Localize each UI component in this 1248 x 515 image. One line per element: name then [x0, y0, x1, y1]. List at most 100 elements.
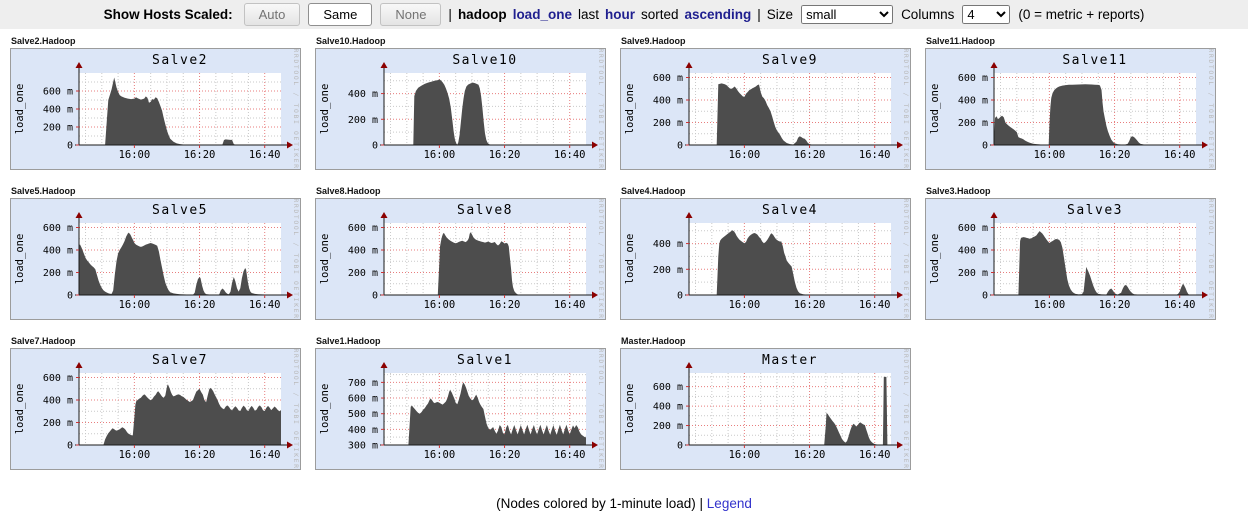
y-tick-label: 400 m — [653, 239, 683, 250]
x-axis-arrow — [592, 441, 598, 449]
load-area-series — [408, 382, 586, 445]
toolbar: Show Hosts Scaled: Auto Same None | hado… — [0, 0, 1248, 29]
graph-title: Salve9 — [762, 53, 818, 68]
load-graph-svg: 0 200 m 400 m 600 m 16:00 16:20 16:40 Master loa… — [624, 349, 910, 469]
graph-title: Salve10 — [452, 53, 517, 68]
x-tick-label: 16:40 — [859, 299, 891, 311]
x-axis-arrow — [287, 291, 293, 299]
y-axis-label: load_one — [319, 84, 331, 135]
graph-host-link[interactable]: Salve4.Hadoop — [621, 186, 686, 196]
rrdtool-watermark: RRDTOOL / TOBI OETIKER — [292, 199, 300, 319]
y-axis-label: load_one — [929, 84, 941, 135]
load-graph-svg: 0 200 m 400 m 16:00 16:20 16:40 Salve4 load_one… — [624, 199, 910, 319]
graph-panel[interactable]: 0 200 m 400 m 600 m 16:00 16:20 16:40 Salve2 loa… — [10, 48, 301, 170]
y-tick-label: 200 m — [958, 268, 988, 279]
graph-title: Salve7 — [152, 353, 208, 368]
x-tick-label: 16:00 — [424, 149, 456, 161]
graph-host-link[interactable]: Salve9.Hadoop — [621, 36, 686, 46]
y-tick-label: 0 — [67, 441, 73, 452]
separator: | — [448, 7, 452, 22]
graph-panel[interactable]: 0 200 m 400 m 16:00 16:20 16:40 Salve10 load_on… — [315, 48, 606, 170]
graph-title: Master — [762, 353, 818, 368]
x-axis-arrow — [897, 141, 903, 149]
scale-auto-button[interactable]: Auto — [243, 3, 301, 26]
y-axis-arrow — [685, 62, 693, 68]
graph-host-link[interactable]: Master.Hadoop — [621, 336, 686, 346]
y-tick-label: 600 m — [348, 394, 378, 405]
graph-host-link[interactable]: Salve8.Hadoop — [316, 186, 381, 196]
y-tick-label: 0 — [372, 291, 378, 302]
y-tick-label: 400 m — [43, 105, 73, 116]
y-tick-label: 400 m — [348, 246, 378, 257]
y-tick-label: 400 m — [348, 425, 378, 436]
graph-host-link[interactable]: Salve3.Hadoop — [926, 186, 991, 196]
load-area-series — [384, 232, 580, 295]
separator: | — [757, 7, 761, 22]
rrdtool-watermark: RRDTOOL / TOBI OETIKER — [902, 49, 910, 169]
graph-host-link[interactable]: Salve2.Hadoop — [11, 36, 76, 46]
x-tick-label: 16:00 — [729, 149, 761, 161]
graph-title: Salve8 — [457, 203, 513, 218]
graph-host-link[interactable]: Salve7.Hadoop — [11, 336, 76, 346]
x-tick-label: 16:40 — [554, 149, 586, 161]
x-axis-arrow — [897, 441, 903, 449]
sort-order-link[interactable]: ascending — [684, 7, 752, 22]
scale-same-button[interactable]: Same — [308, 3, 373, 26]
y-axis-arrow — [75, 62, 83, 68]
rrdtool-watermark: RRDTOOL / TOBI OETIKER — [902, 349, 910, 469]
y-tick-label: 400 m — [43, 396, 73, 407]
rrdtool-watermark: RRDTOOL / TOBI OETIKER — [597, 49, 605, 169]
y-tick-label: 400 m — [958, 246, 988, 257]
y-tick-label: 200 m — [958, 118, 988, 129]
y-tick-label: 200 m — [348, 115, 378, 126]
y-tick-label: 200 m — [348, 268, 378, 279]
x-tick-label: 16:40 — [1164, 149, 1196, 161]
metric-name-link[interactable]: load_one — [512, 7, 572, 22]
y-axis-label: load_one — [14, 84, 26, 135]
rrdtool-watermark: RRDTOOL / TOBI OETIKER — [1207, 49, 1215, 169]
y-tick-label: 200 m — [43, 123, 73, 134]
footer: (Nodes colored by 1-minute load) | Legen… — [0, 496, 1248, 511]
load-graph-svg: 0 200 m 400 m 600 m 16:00 16:20 16:40 Salve3 loa… — [929, 199, 1215, 319]
load-graph-svg: 0 200 m 400 m 600 m 16:00 16:20 16:40 Salve7 loa… — [14, 349, 300, 469]
load-graph-svg: 0 200 m 400 m 600 m 16:00 16:20 16:40 Salve8 loa… — [319, 199, 605, 319]
graph-cell: Salve10.Hadoop 0 200 m 400 m 16:00 16:20 16:4… — [315, 36, 608, 170]
y-tick-label: 0 — [982, 141, 988, 152]
graph-panel[interactable]: 0 200 m 400 m 600 m 16:00 16:20 16:40 Salve7 loa… — [10, 348, 301, 470]
graph-cell: Salve8.Hadoop 0 200 m 400 m 600 m 16:00 16:20… — [315, 186, 608, 320]
graph-panel[interactable]: 300 m 400 m 500 m 600 m 700 m 16:00 16:20 16:40… — [315, 348, 606, 470]
load-area-series — [689, 83, 885, 145]
graph-panel[interactable]: 0 200 m 400 m 16:00 16:20 16:40 Salve4 load_one… — [620, 198, 911, 320]
graph-host-link[interactable]: Salve5.Hadoop — [11, 186, 76, 196]
graph-panel[interactable]: 0 200 m 400 m 600 m 16:00 16:20 16:40 Salve8 loa… — [315, 198, 606, 320]
x-tick-label: 16:40 — [1164, 299, 1196, 311]
graph-panel[interactable]: 0 200 m 400 m 600 m 16:00 16:20 16:40 Salve11 lo… — [925, 48, 1216, 170]
legend-link[interactable]: Legend — [706, 496, 752, 511]
columns-select[interactable]: 4 — [962, 5, 1011, 24]
y-axis-arrow — [685, 212, 693, 218]
x-tick-label: 16:20 — [184, 149, 216, 161]
scale-none-button[interactable]: None — [380, 3, 442, 26]
y-tick-label: 200 m — [43, 268, 73, 279]
last-word: last — [577, 7, 599, 22]
graph-panel[interactable]: 0 200 m 400 m 600 m 16:00 16:20 16:40 Salve9 loa… — [620, 48, 911, 170]
rrdtool-watermark: RRDTOOL / TOBI OETIKER — [902, 199, 910, 319]
y-tick-label: 400 m — [653, 96, 683, 107]
x-axis-arrow — [287, 141, 293, 149]
graph-panel[interactable]: 0 200 m 400 m 600 m 16:00 16:20 16:40 Salve3 loa… — [925, 198, 1216, 320]
y-tick-label: 400 m — [958, 96, 988, 107]
graph-host-link[interactable]: Salve1.Hadoop — [316, 336, 381, 346]
graph-cell: Salve2.Hadoop 0 200 m 400 m 600 m 16:00 16:20… — [10, 36, 303, 170]
graph-host-link[interactable]: Salve11.Hadoop — [926, 36, 996, 46]
size-select[interactable]: small — [801, 5, 894, 24]
time-range-link[interactable]: hour — [604, 7, 635, 22]
y-axis-label: load_one — [624, 84, 636, 135]
graph-host-link[interactable]: Salve10.Hadoop — [316, 36, 386, 46]
graph-panel[interactable]: 0 200 m 400 m 600 m 16:00 16:20 16:40 Master loa… — [620, 348, 911, 470]
graph-panel[interactable]: 0 200 m 400 m 600 m 16:00 16:20 16:40 Salve5 loa… — [10, 198, 301, 320]
y-tick-label: 0 — [67, 141, 73, 152]
y-tick-label: 600 m — [958, 73, 988, 84]
y-tick-label: 0 — [982, 291, 988, 302]
y-tick-label: 0 — [677, 441, 683, 452]
load-area-series — [79, 232, 275, 295]
